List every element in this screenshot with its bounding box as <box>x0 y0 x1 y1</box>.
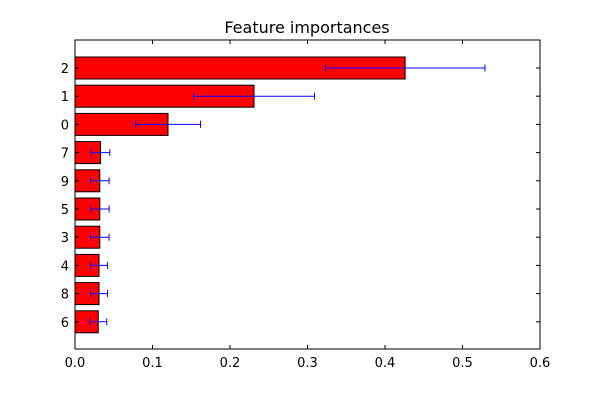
y-tick-label-6: 6 <box>61 316 69 331</box>
error-bars-group <box>89 64 486 326</box>
x-tick-label-0.1: 0.1 <box>142 356 163 371</box>
chart-title: Feature importances <box>224 18 389 37</box>
bars-group <box>74 56 406 334</box>
y-tick-label-7: 7 <box>61 147 69 162</box>
x-tick-label-0.2: 0.2 <box>220 356 241 371</box>
x-tick-label-0.5: 0.5 <box>452 356 473 371</box>
y-tick-label-2: 2 <box>61 62 69 77</box>
x-tick-label-0.3: 0.3 <box>297 356 318 371</box>
y-tick-label-9: 9 <box>61 175 69 190</box>
y-tick-label-5: 5 <box>61 203 69 218</box>
y-tick-label-8: 8 <box>61 288 69 303</box>
y-axis: 2 1 0 7 9 5 3 4 8 6 <box>61 62 540 331</box>
y-tick-label-4: 4 <box>61 259 69 274</box>
y-tick-label-1: 1 <box>61 90 69 105</box>
x-tick-label-0.6: 0.6 <box>530 356 551 371</box>
y-tick-label-0: 0 <box>61 118 69 133</box>
y-tick-label-3: 3 <box>61 231 69 246</box>
x-tick-label-0.4: 0.4 <box>375 356 396 371</box>
x-axis: 0.0 0.1 0.2 0.3 0.4 0.5 0.6 <box>65 40 551 371</box>
x-tick-label-0.0: 0.0 <box>65 356 86 371</box>
